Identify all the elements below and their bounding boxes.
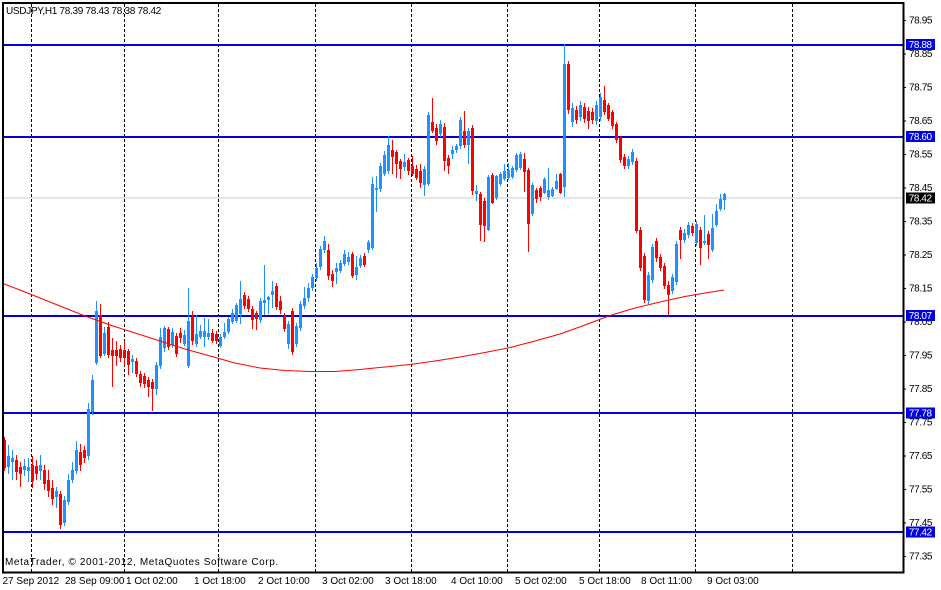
svg-text:USDJPY,H1 78.39 78.43 78.38 7: USDJPY,H1 78.39 78.43 78.38 78.42 [6, 6, 162, 17]
svg-text:78.88: 78.88 [909, 40, 933, 51]
svg-text:MetaTrader, © 2001-2012, MetaQ: MetaTrader, © 2001-2012, MetaQuotes Soft… [5, 557, 279, 568]
svg-text:77.85: 77.85 [909, 384, 933, 395]
svg-text:77.35: 77.35 [909, 552, 933, 563]
svg-text:4 Oct 10:00: 4 Oct 10:00 [451, 576, 503, 587]
svg-text:77.55: 77.55 [909, 485, 933, 496]
svg-text:77.95: 77.95 [909, 351, 933, 362]
svg-text:2 Oct 10:00: 2 Oct 10:00 [258, 576, 310, 587]
svg-text:78.42: 78.42 [909, 194, 933, 205]
svg-text:78.75: 78.75 [909, 83, 933, 94]
svg-text:78.45: 78.45 [909, 183, 933, 194]
svg-text:1 Oct 02:00: 1 Oct 02:00 [126, 576, 178, 587]
svg-text:78.55: 78.55 [909, 150, 933, 161]
svg-text:77.78: 77.78 [909, 409, 933, 420]
svg-text:5 Oct 02:00: 5 Oct 02:00 [515, 576, 567, 587]
svg-text:78.65: 78.65 [909, 116, 933, 127]
svg-text:78.85: 78.85 [909, 49, 933, 60]
svg-text:78.15: 78.15 [909, 284, 933, 295]
svg-text:27 Sep 2012: 27 Sep 2012 [3, 576, 60, 587]
svg-text:78.60: 78.60 [909, 132, 933, 143]
svg-text:3 Oct 02:00: 3 Oct 02:00 [322, 576, 374, 587]
svg-text:1 Oct 18:00: 1 Oct 18:00 [194, 576, 246, 587]
svg-text:8 Oct 11:00: 8 Oct 11:00 [641, 576, 692, 587]
svg-text:78.07: 78.07 [909, 311, 933, 322]
svg-text:9 Oct 03:00: 9 Oct 03:00 [707, 576, 759, 587]
svg-text:78.95: 78.95 [909, 16, 933, 27]
svg-text:28 Sep 09:00: 28 Sep 09:00 [65, 576, 125, 587]
svg-text:78.35: 78.35 [909, 217, 933, 228]
svg-text:78.05: 78.05 [909, 317, 933, 328]
svg-text:5 Oct 18:00: 5 Oct 18:00 [579, 576, 631, 587]
svg-text:77.42: 77.42 [909, 528, 933, 539]
svg-text:77.75: 77.75 [909, 418, 933, 429]
svg-text:77.65: 77.65 [909, 451, 933, 462]
svg-text:77.45: 77.45 [909, 518, 933, 529]
svg-text:3 Oct 18:00: 3 Oct 18:00 [385, 576, 437, 587]
svg-text:78.25: 78.25 [909, 250, 933, 261]
